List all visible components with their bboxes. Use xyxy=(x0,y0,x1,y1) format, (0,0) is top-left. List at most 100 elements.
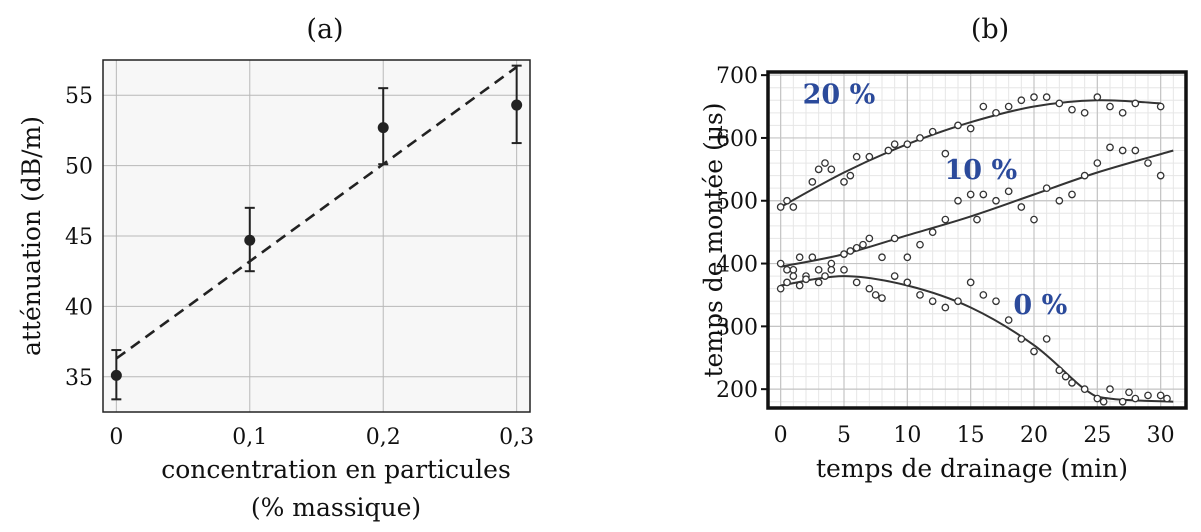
marker xyxy=(916,240,924,249)
marker xyxy=(1125,388,1133,397)
marker xyxy=(1004,316,1013,324)
marker xyxy=(852,244,861,252)
marker xyxy=(916,134,924,142)
series-label: 0 % xyxy=(1013,290,1067,321)
marker xyxy=(846,247,855,255)
data-points-b xyxy=(776,93,1171,406)
fit-curve xyxy=(780,275,1174,403)
x-tick-label: 0,3 xyxy=(499,425,534,450)
marker xyxy=(884,146,893,155)
marker xyxy=(1080,385,1089,394)
plot-frame-a xyxy=(102,59,531,413)
y-tick-label: 40 xyxy=(65,295,93,320)
marker xyxy=(821,272,829,280)
x-tick-label: 30 xyxy=(1147,423,1175,448)
y-tick-label: 700 xyxy=(716,64,758,89)
data-point xyxy=(377,87,389,166)
marker xyxy=(878,253,886,262)
marker xyxy=(795,253,804,262)
marker xyxy=(821,159,829,167)
marker xyxy=(1030,93,1038,101)
marker xyxy=(916,291,924,299)
marker xyxy=(1118,397,1127,406)
marker xyxy=(1093,394,1102,403)
marker xyxy=(992,297,1000,306)
marker xyxy=(776,259,785,268)
marker xyxy=(871,291,880,299)
marker xyxy=(1061,372,1070,381)
marker xyxy=(966,124,975,133)
data-points-a xyxy=(110,64,523,401)
data-point xyxy=(244,206,256,273)
panel-b-label: (b) xyxy=(971,14,1009,45)
marker xyxy=(783,278,791,287)
marker xyxy=(941,303,950,312)
marker xyxy=(928,228,937,236)
marker xyxy=(992,108,1000,117)
marker xyxy=(776,284,785,293)
series-label: 10 % xyxy=(944,155,1017,186)
marker xyxy=(783,265,791,274)
data-point xyxy=(110,349,122,401)
marker xyxy=(1042,184,1051,193)
marker xyxy=(903,278,912,287)
panel-b: (b) 0 5 10 15 20 25 30 200 300 400 500 600 700 20 % 1… xyxy=(699,14,1188,483)
marker xyxy=(1099,397,1108,406)
marker xyxy=(979,291,988,299)
tick-labels-a: 0 0,1 0,2 0,3 35 40 45 50 55 xyxy=(65,84,534,450)
marker xyxy=(966,190,975,199)
x-tick-label: 0 xyxy=(774,423,788,448)
x-tick-label: 15 xyxy=(957,423,985,448)
marker xyxy=(783,196,791,205)
marker xyxy=(1042,93,1051,101)
y-tick-label: 400 xyxy=(716,253,758,278)
y-tick-label: 200 xyxy=(716,378,758,403)
marker xyxy=(928,127,937,136)
y-tick-label: 50 xyxy=(65,155,93,180)
marker xyxy=(1068,379,1076,387)
marker xyxy=(1106,143,1114,152)
marker xyxy=(1118,108,1127,117)
marker xyxy=(1004,187,1013,196)
marker xyxy=(1106,385,1114,394)
marker xyxy=(789,272,798,280)
y-axis-label-a: atténuation (dB/m) xyxy=(17,116,46,356)
marker xyxy=(1156,391,1165,400)
marker xyxy=(903,140,912,149)
series-annotations-b: 20 % 10 % 0 % xyxy=(803,79,1068,320)
marker xyxy=(814,165,823,174)
x-axis-label-b: temps de drainage (min) xyxy=(816,454,1128,483)
marker xyxy=(1055,99,1064,108)
marker xyxy=(1017,96,1026,105)
marker xyxy=(1144,391,1152,400)
marker xyxy=(865,284,874,293)
marker xyxy=(1131,99,1140,108)
marker xyxy=(827,165,836,174)
marker xyxy=(840,250,848,258)
marker xyxy=(954,196,962,205)
x-axis-label-a-line1: concentration en particules xyxy=(161,455,511,484)
fit-line xyxy=(115,65,518,360)
marker xyxy=(1030,215,1038,224)
marker xyxy=(852,278,861,287)
marker xyxy=(840,178,848,186)
marker xyxy=(1055,366,1064,375)
marker xyxy=(1017,203,1026,211)
marker xyxy=(840,265,848,274)
y-axis-label-b: temps de montée (µs) xyxy=(699,102,728,377)
marker xyxy=(852,152,861,161)
y-tick-label: 55 xyxy=(65,84,93,109)
marker xyxy=(1080,171,1089,180)
marker xyxy=(802,275,810,284)
marker xyxy=(859,240,867,249)
marker xyxy=(827,265,836,274)
marker xyxy=(979,102,988,111)
marker xyxy=(1068,190,1076,199)
marker xyxy=(1030,347,1038,356)
marker xyxy=(992,196,1000,205)
fit-line-a xyxy=(115,65,518,360)
panel-a: (a) 0 0,1 0,2 0,3 35 40 45 50 55 concentration e… xyxy=(17,14,534,522)
marker xyxy=(1156,102,1165,111)
y-tick-label: 45 xyxy=(65,225,93,250)
x-axis-label-a-line2: (% massique) xyxy=(251,493,421,522)
